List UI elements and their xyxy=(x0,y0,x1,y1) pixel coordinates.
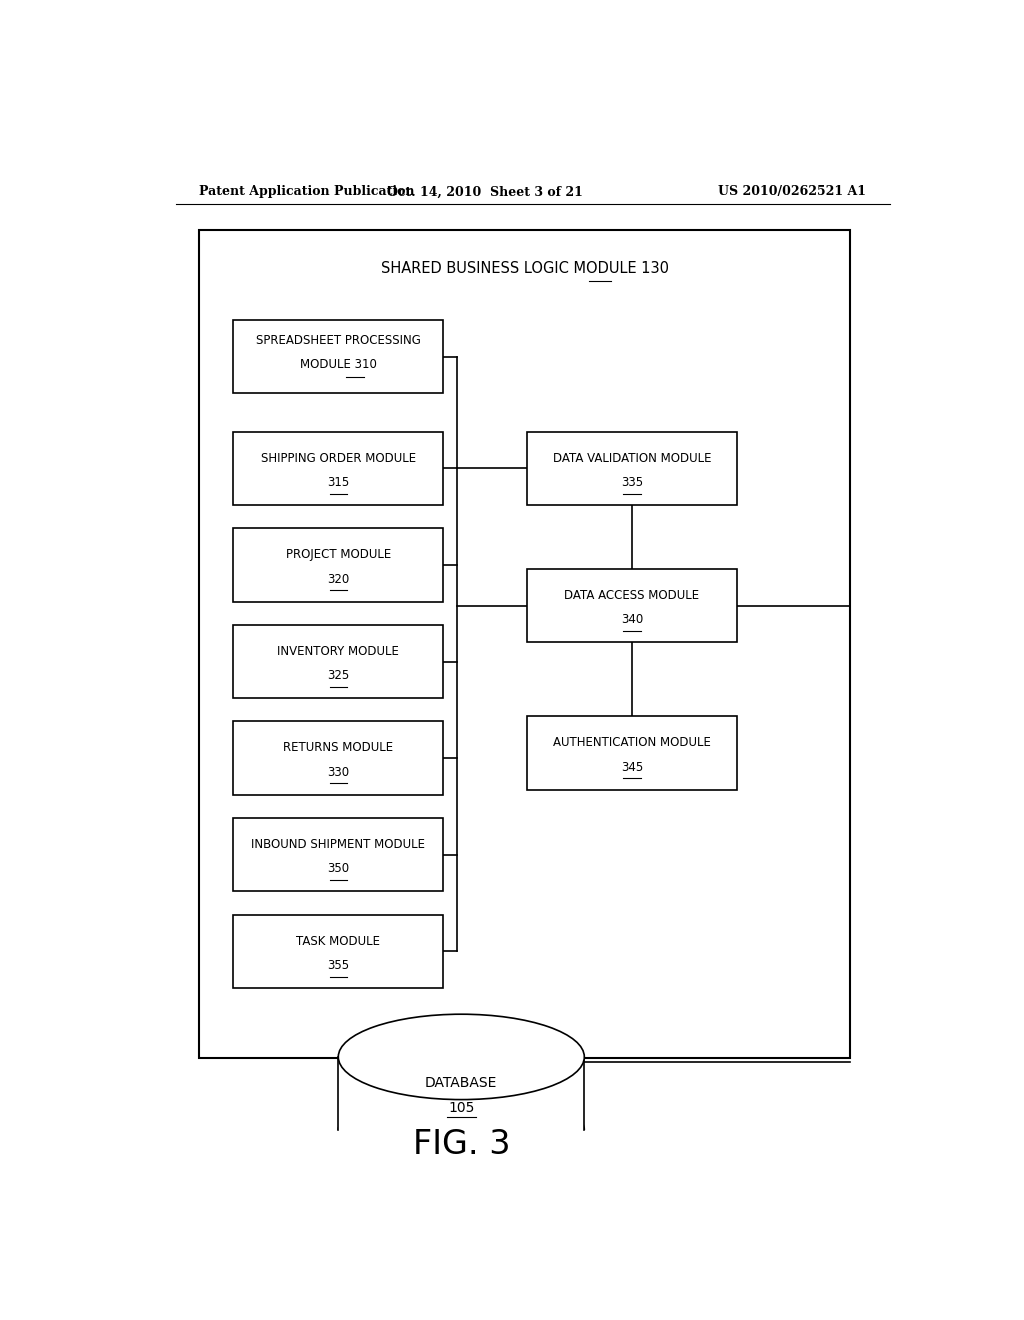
Text: Oct. 14, 2010  Sheet 3 of 21: Oct. 14, 2010 Sheet 3 of 21 xyxy=(387,185,583,198)
Bar xyxy=(526,717,737,789)
Text: TASK MODULE: TASK MODULE xyxy=(296,935,380,948)
Text: 315: 315 xyxy=(328,477,349,490)
Text: DATA ACCESS MODULE: DATA ACCESS MODULE xyxy=(564,589,699,602)
Text: SHIPPING ORDER MODULE: SHIPPING ORDER MODULE xyxy=(261,451,416,465)
Text: INBOUND SHIPMENT MODULE: INBOUND SHIPMENT MODULE xyxy=(251,838,425,851)
Bar xyxy=(338,1057,585,1130)
Text: 350: 350 xyxy=(328,862,349,875)
Ellipse shape xyxy=(338,1014,585,1100)
Bar xyxy=(233,319,443,393)
Bar xyxy=(233,432,443,506)
Ellipse shape xyxy=(338,1088,585,1172)
Text: Patent Application Publication: Patent Application Publication xyxy=(200,185,415,198)
Text: RETURNS MODULE: RETURNS MODULE xyxy=(284,742,393,755)
Text: 330: 330 xyxy=(328,766,349,779)
Text: PROJECT MODULE: PROJECT MODULE xyxy=(286,548,391,561)
Bar xyxy=(233,528,443,602)
Text: 340: 340 xyxy=(621,614,643,627)
Bar xyxy=(233,818,443,891)
Text: 335: 335 xyxy=(621,477,643,490)
Text: SPREADSHEET PROCESSING: SPREADSHEET PROCESSING xyxy=(256,334,421,347)
Bar xyxy=(233,722,443,795)
Text: US 2010/0262521 A1: US 2010/0262521 A1 xyxy=(718,185,866,198)
Bar xyxy=(334,1130,588,1177)
Bar xyxy=(233,915,443,987)
Text: 345: 345 xyxy=(621,760,643,774)
Text: 355: 355 xyxy=(328,958,349,972)
Text: DATABASE: DATABASE xyxy=(425,1076,498,1090)
Text: 325: 325 xyxy=(328,669,349,682)
Bar xyxy=(200,230,850,1057)
Text: 105: 105 xyxy=(449,1101,474,1114)
Bar xyxy=(233,624,443,698)
Text: MODULE 310: MODULE 310 xyxy=(300,358,377,371)
Text: AUTHENTICATION MODULE: AUTHENTICATION MODULE xyxy=(553,737,711,750)
Bar xyxy=(526,432,737,506)
Text: INVENTORY MODULE: INVENTORY MODULE xyxy=(278,645,399,657)
Text: DATA VALIDATION MODULE: DATA VALIDATION MODULE xyxy=(553,451,712,465)
Bar xyxy=(526,569,737,643)
Text: SHARED BUSINESS LOGIC MODULE 130: SHARED BUSINESS LOGIC MODULE 130 xyxy=(381,260,669,276)
Text: 320: 320 xyxy=(328,573,349,586)
Text: FIG. 3: FIG. 3 xyxy=(413,1127,510,1160)
